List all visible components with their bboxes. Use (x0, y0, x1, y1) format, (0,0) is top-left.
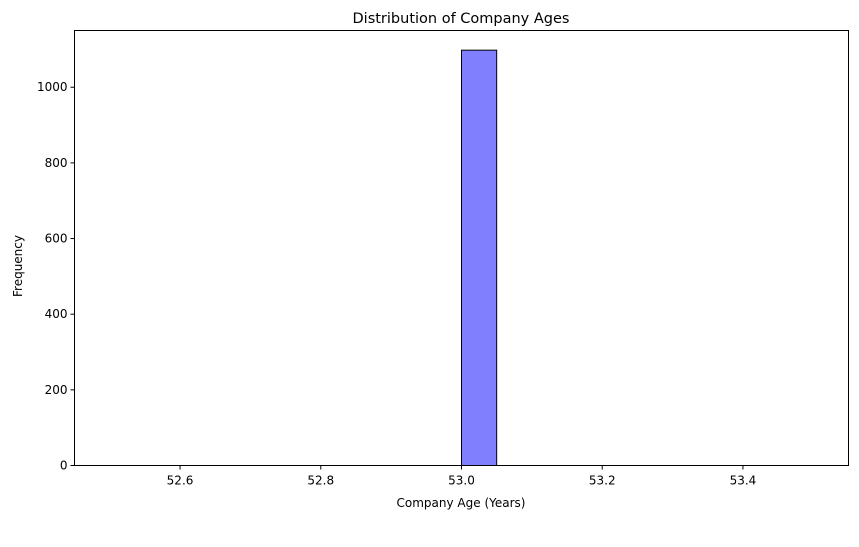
y-tick-label: 0 (60, 459, 68, 473)
y-axis-label: Frequency (11, 235, 25, 297)
x-tick-label: 53.0 (448, 474, 475, 488)
chart-title: Distribution of Company Ages (353, 11, 570, 27)
histogram-bars (461, 49, 498, 467)
x-tick-label: 52.8 (307, 474, 334, 488)
x-axis-label: Company Age (Years) (397, 496, 526, 510)
x-tick-label: 53.2 (589, 474, 616, 488)
y-tick-label: 400 (45, 307, 68, 321)
histogram-bar-10 (461, 49, 498, 467)
y-tick-label: 200 (45, 383, 68, 397)
y-tick-label: 800 (45, 156, 68, 170)
y-tick-label: 1000 (37, 80, 68, 94)
y-tick-label: 600 (45, 232, 68, 246)
y-axis-ticks: 0 200 400 600 800 1000 (37, 80, 75, 473)
x-tick-label: 53.4 (730, 474, 757, 488)
x-tick-label: 52.6 (167, 474, 194, 488)
x-axis-ticks: 52.6 52.8 53.0 53.2 53.4 (167, 465, 757, 488)
